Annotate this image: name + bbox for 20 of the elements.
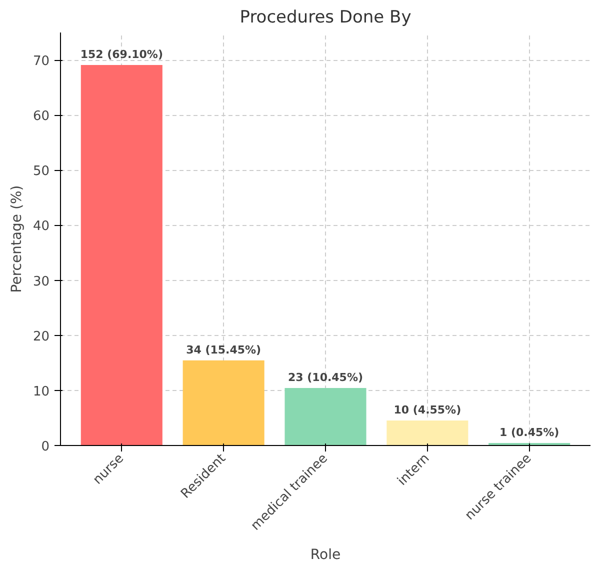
y-tick-label: 50 bbox=[32, 164, 50, 180]
bar bbox=[386, 420, 468, 446]
y-tick-label: 60 bbox=[32, 109, 50, 124]
data-label: 10 (4.55%) bbox=[394, 403, 462, 416]
y-tick-label: 10 bbox=[32, 384, 50, 400]
y-tick-label: 20 bbox=[32, 329, 50, 344]
bar bbox=[80, 64, 162, 446]
bar bbox=[284, 388, 366, 446]
data-label: 23 (10.45%) bbox=[288, 370, 364, 384]
y-axis-title: Percentage (%) bbox=[8, 185, 25, 293]
y-tick-label: 30 bbox=[32, 274, 50, 290]
y-tick-label: 40 bbox=[32, 219, 50, 234]
data-label: 1 (0.45%) bbox=[499, 426, 560, 440]
data-label: 34 (15.45%) bbox=[186, 343, 262, 356]
x-axis-title: Role bbox=[310, 546, 341, 563]
y-tick-label: 0 bbox=[41, 440, 50, 454]
bar bbox=[182, 360, 264, 446]
data-label: 152 (69.10%) bbox=[80, 48, 163, 61]
y-tick-label: 70 bbox=[32, 54, 50, 70]
chart-title: Procedures Done By bbox=[240, 8, 412, 28]
